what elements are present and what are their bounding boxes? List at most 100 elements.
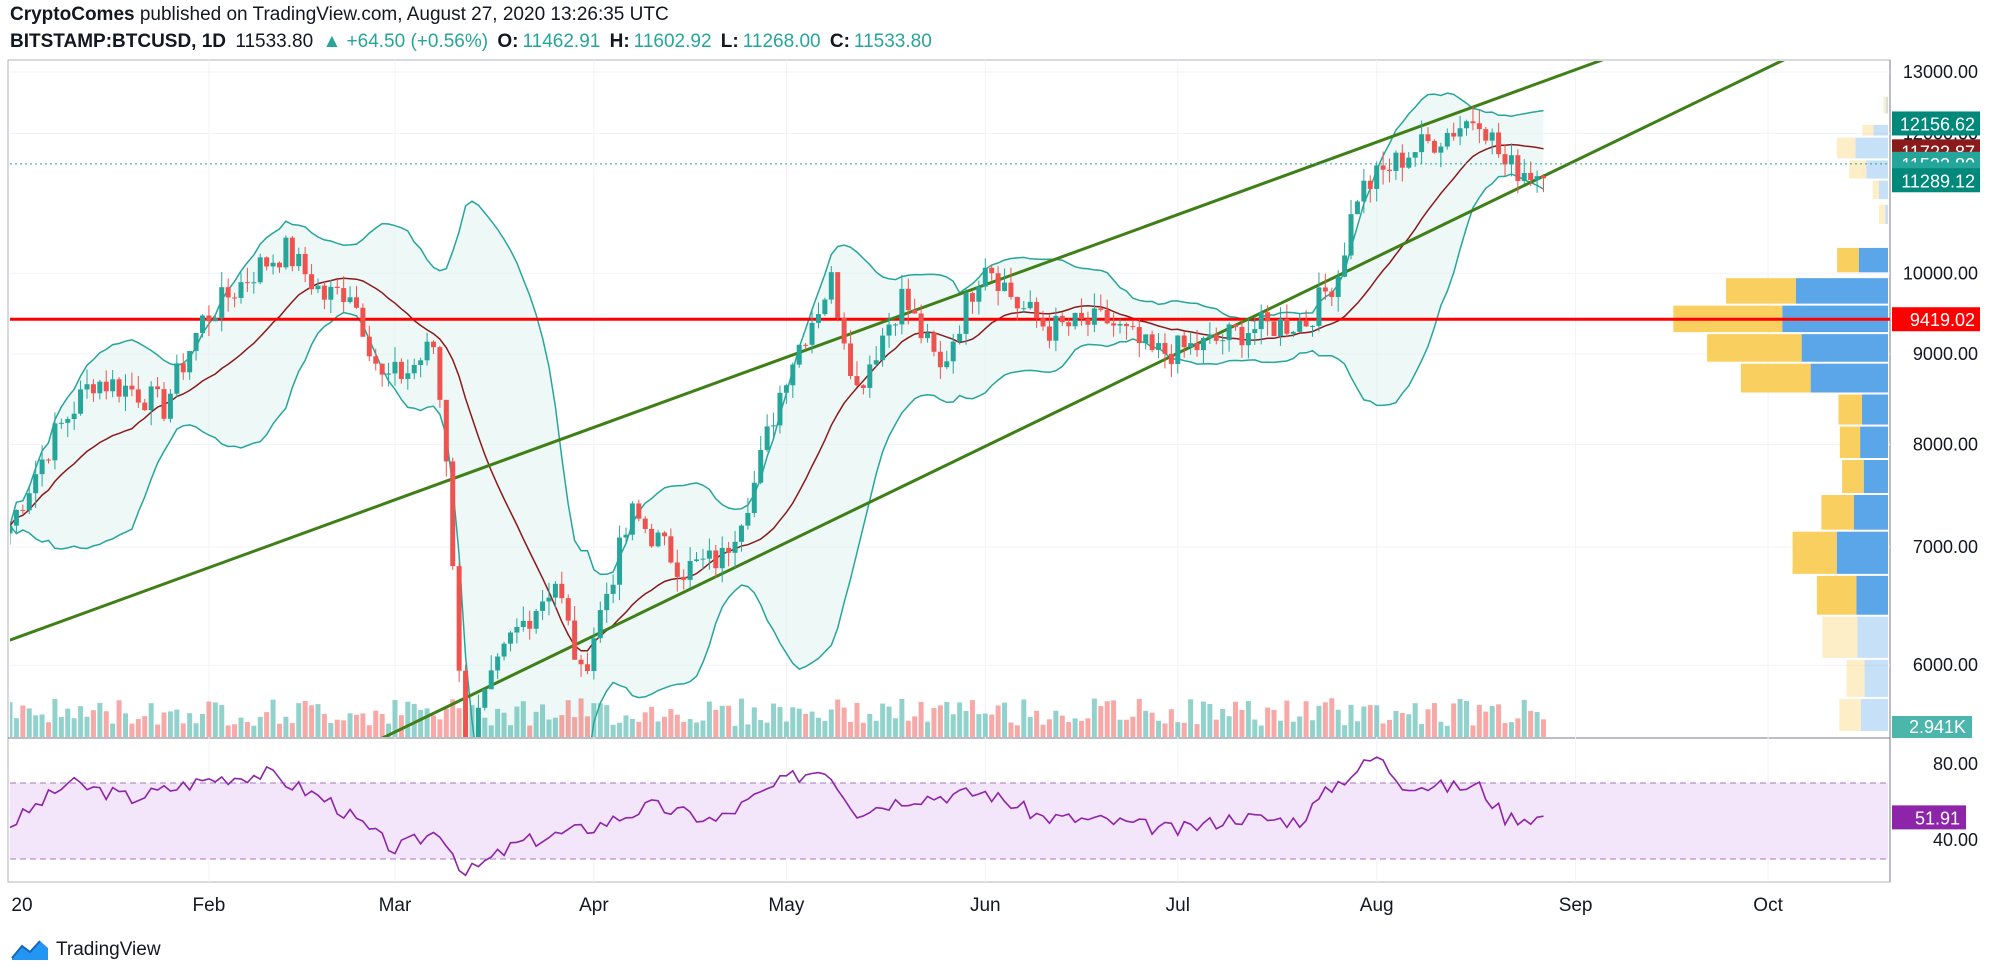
candle-body bbox=[1451, 132, 1457, 137]
tradingview-logo-icon[interactable] bbox=[10, 938, 50, 962]
candle-body bbox=[796, 344, 802, 365]
symbol-label[interactable]: BITSTAMP:BTCUSD, 1D bbox=[10, 31, 227, 52]
volume-bar bbox=[373, 710, 379, 737]
candle-body bbox=[219, 287, 225, 319]
candle-body bbox=[912, 310, 918, 314]
candle-body bbox=[1412, 152, 1418, 158]
y-tick-label: 7000.00 bbox=[1913, 537, 1978, 557]
bollinger-basis bbox=[10, 143, 1544, 652]
volume-bar bbox=[488, 725, 494, 737]
open-value: 11462.91 bbox=[522, 31, 601, 52]
candle-body bbox=[1046, 326, 1052, 341]
candle-body bbox=[1021, 308, 1027, 310]
candle-body bbox=[97, 381, 103, 394]
volume-bar bbox=[751, 707, 757, 737]
volume-bar bbox=[617, 722, 623, 737]
candle-body bbox=[10, 525, 13, 534]
candle-body bbox=[552, 583, 558, 598]
volume-bar bbox=[1399, 712, 1405, 737]
volume-bar bbox=[161, 712, 167, 737]
candle-body bbox=[1489, 132, 1495, 141]
volume-profile-up bbox=[1837, 247, 1859, 273]
author-name[interactable]: CryptoComes bbox=[10, 4, 135, 25]
price-tag-label: 9419.02 bbox=[1910, 310, 1975, 330]
price-tag-label: 11289.12 bbox=[1901, 171, 1975, 191]
volume-profile-up bbox=[1792, 531, 1837, 574]
candle-body bbox=[982, 267, 988, 287]
volume-bar bbox=[597, 703, 603, 737]
volume-bar bbox=[1406, 714, 1412, 737]
volume-bar bbox=[636, 721, 642, 737]
volume-bar bbox=[681, 721, 687, 737]
bollinger-lower bbox=[10, 173, 1544, 737]
rsi-value-label: 51.91 bbox=[1915, 808, 1960, 828]
candle-body bbox=[328, 286, 334, 300]
volume-bar bbox=[514, 706, 520, 737]
high-value: 11602.92 bbox=[633, 31, 712, 52]
volume-bar bbox=[1053, 710, 1059, 737]
candle-body bbox=[1002, 282, 1008, 291]
volume-bar bbox=[39, 714, 45, 737]
candle-body bbox=[1175, 335, 1181, 365]
volume-bar bbox=[1233, 701, 1239, 737]
volume-profile-down bbox=[1853, 495, 1888, 530]
candle-body bbox=[1008, 282, 1014, 297]
candle-body bbox=[886, 324, 892, 336]
open-label: O: bbox=[497, 31, 519, 52]
candle-body bbox=[142, 402, 148, 411]
volume-bar bbox=[10, 702, 13, 737]
candle-body bbox=[848, 343, 854, 377]
volume-bar bbox=[1002, 702, 1008, 737]
volume-bar bbox=[918, 701, 924, 737]
volume-bar bbox=[623, 715, 629, 737]
volume-profile-up bbox=[1740, 363, 1811, 393]
x-tick-label: 20 bbox=[11, 895, 32, 916]
volume-bar bbox=[219, 704, 225, 737]
volume-bar bbox=[347, 713, 353, 737]
candle-body bbox=[661, 532, 667, 537]
candle-body bbox=[758, 449, 764, 483]
candle-body bbox=[1277, 319, 1283, 337]
candle-body bbox=[1367, 180, 1373, 189]
volume-bar bbox=[360, 713, 366, 737]
volume-bar bbox=[1046, 719, 1052, 737]
candle-body bbox=[687, 560, 693, 580]
candle-body bbox=[353, 297, 359, 308]
volume-profile-down bbox=[1864, 659, 1888, 697]
candle-body bbox=[1380, 165, 1386, 170]
candle-body bbox=[713, 550, 719, 569]
ohlc-legend: BITSTAMP:BTCUSD, 1D 11533.80 ▲ +64.50 (+… bbox=[10, 31, 936, 53]
candle-body bbox=[854, 376, 860, 386]
volume-bar bbox=[809, 711, 815, 737]
volume-bar bbox=[1380, 723, 1386, 737]
volume-bar bbox=[1130, 716, 1136, 737]
candle-body bbox=[116, 379, 122, 397]
volume-profile-up bbox=[1836, 137, 1856, 159]
volume-bar bbox=[321, 713, 327, 737]
bollinger-upper bbox=[10, 92, 1544, 576]
chart-frame bbox=[7, 59, 1891, 883]
volume-bar bbox=[559, 715, 565, 737]
candle-body bbox=[148, 386, 154, 411]
candle-body bbox=[957, 333, 963, 342]
footer: TradingView bbox=[10, 938, 161, 962]
volume-bar bbox=[931, 708, 937, 737]
candle-body bbox=[1207, 334, 1213, 339]
volume-bar bbox=[1528, 710, 1534, 737]
volume-bar bbox=[482, 717, 488, 737]
candle-body bbox=[1149, 334, 1155, 351]
volume-bar bbox=[129, 723, 135, 737]
volume-bar bbox=[1470, 725, 1476, 737]
tradingview-brand[interactable]: TradingView bbox=[56, 939, 161, 960]
volume-profile-down bbox=[1885, 204, 1888, 224]
volume-bar bbox=[1258, 725, 1264, 737]
volume-bar bbox=[1476, 704, 1482, 737]
volume-bar bbox=[58, 717, 64, 737]
volume-bar bbox=[1329, 698, 1335, 737]
candle-body bbox=[411, 365, 417, 374]
candle-body bbox=[1476, 123, 1482, 130]
x-tick-label: Aug bbox=[1360, 895, 1394, 916]
volume-bar bbox=[1085, 718, 1091, 737]
volume-profile-up bbox=[1821, 495, 1854, 530]
